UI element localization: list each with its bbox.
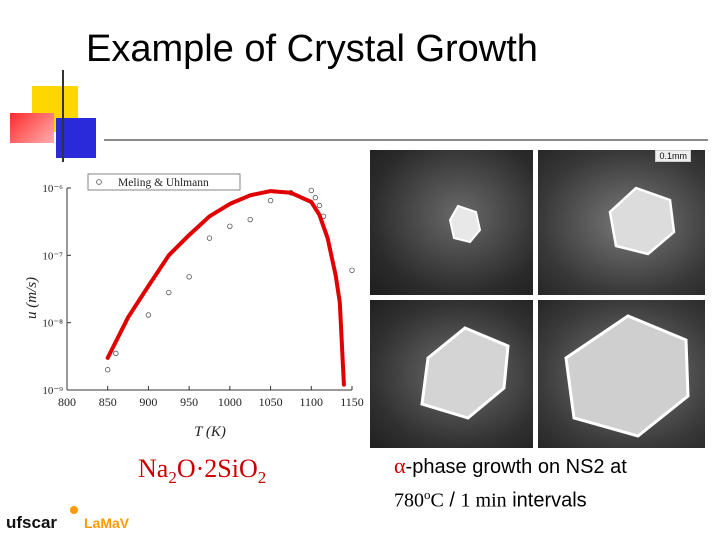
data-point	[312, 194, 319, 201]
axes: 800 850 900 950 1000 1050 1100 1150 10⁻⁶ 10⁻⁷ 10⁻⁸…	[42, 183, 363, 409]
data-point	[145, 312, 152, 318]
data-point	[247, 216, 253, 223]
x-tick-label: 1000	[218, 395, 242, 409]
data-point	[227, 223, 233, 229]
crystal-2-shape	[608, 186, 676, 256]
formula-sub-o2: 2	[257, 468, 267, 488]
crystal-4-shape	[564, 314, 690, 438]
caption-temperature: 780	[394, 489, 424, 512]
logo-flame-icon	[70, 506, 78, 514]
x-tick-label: 950	[180, 395, 198, 409]
x-tick-label: 850	[99, 395, 117, 409]
data-point	[113, 350, 119, 357]
x-tick-label: 800	[58, 395, 76, 409]
data-point	[105, 367, 111, 373]
formula-sub-na: 2	[168, 468, 177, 488]
caption-line-2: 780oC / 1 min intervals	[394, 481, 714, 515]
decor-red-square	[10, 113, 54, 143]
decor-vertical-rule	[62, 70, 64, 162]
model-curve	[105, 189, 346, 387]
y-tick-label: 10⁻⁹	[42, 385, 63, 397]
legend-marker	[96, 179, 102, 185]
data-point	[316, 202, 323, 209]
y-tick-label: 10⁻⁶	[42, 183, 63, 195]
x-tick-label: 900	[139, 395, 157, 409]
logo-brand: ufscar	[6, 513, 57, 532]
x-tick-label: 1100	[300, 395, 324, 409]
data-marks	[105, 187, 355, 387]
data-point	[166, 289, 172, 296]
formula-part-o-sio: O·2SiO	[176, 454, 258, 483]
caption-unit: C	[430, 489, 444, 512]
legend: Meling & Uhlmann	[87, 173, 241, 191]
ufscar-lamav-logo: ufscar LaMaV	[6, 506, 130, 532]
caption-interval: 1 min	[460, 489, 507, 512]
photo-caption: α-phase growth on NS2 at 780oC / 1 min i…	[394, 452, 714, 515]
alpha-symbol: α	[394, 453, 406, 478]
caption-text-1: -phase growth on NS2 at	[405, 456, 627, 478]
y-tick-label: 10⁻⁷	[42, 250, 63, 262]
y-tick-label: 10⁻⁸	[42, 318, 63, 330]
crystal-photo-3	[370, 300, 533, 448]
crystal-1-shape	[448, 204, 482, 244]
formula-part-na: Na	[138, 454, 169, 483]
growth-rate-chart: 800 850 900 950 1000 1050 1100 1150 10⁻⁶ 10⁻⁷ 10⁻⁸…	[24, 173, 364, 440]
data-point	[349, 267, 355, 273]
crystal-photo-2: 0.1mm	[538, 150, 705, 295]
slide-title: Example of Crystal Growth	[86, 28, 538, 70]
data-point	[186, 274, 192, 280]
caption-separator: /	[443, 489, 461, 512]
caption-tail: intervals	[506, 489, 587, 512]
x-tick-label: 1150	[340, 395, 364, 409]
legend-box	[87, 173, 241, 191]
crystal-3-shape	[420, 326, 510, 420]
crystal-photo-4	[538, 300, 705, 448]
decor-horizontal-rule	[104, 139, 708, 141]
caption-line-1: α-phase growth on NS2 at	[394, 452, 714, 481]
crystal-photo-1	[370, 150, 533, 295]
logo-lab: LaMaV	[84, 515, 130, 531]
y-axis-label: u (m/s)	[24, 277, 40, 319]
data-point	[308, 187, 314, 194]
legend-label: Meling & Uhlmann	[118, 177, 209, 189]
data-point	[206, 235, 213, 241]
caption-degree: o	[424, 487, 431, 502]
scale-bar-label: 0.1mm	[655, 150, 691, 162]
x-axis-label: T (K)	[194, 424, 226, 440]
data-point	[267, 197, 274, 204]
x-tick-label: 1050	[259, 395, 283, 409]
glass-formula: Na2O·2SiO2	[138, 454, 266, 488]
